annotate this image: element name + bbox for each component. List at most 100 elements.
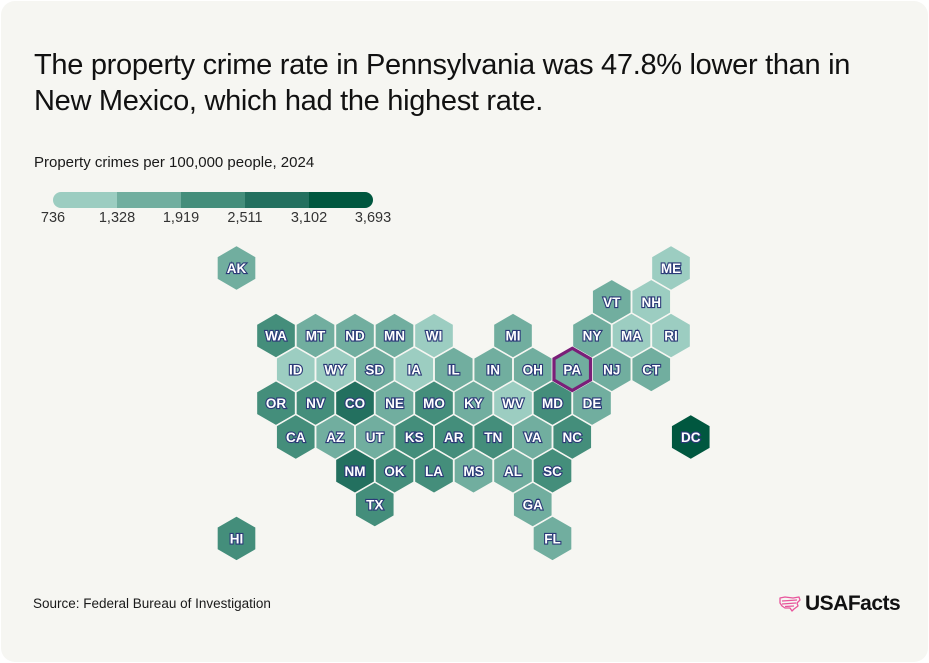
- state-label: NY: [583, 329, 602, 344]
- state-label: HI: [230, 531, 244, 546]
- chart-subtitle: Property crimes per 100,000 people, 2024: [34, 154, 315, 171]
- state-label: LA: [425, 464, 443, 479]
- state-label: IA: [408, 362, 422, 377]
- state-label: PA: [563, 362, 581, 377]
- state-label: GA: [523, 498, 544, 513]
- state-tile-wv: WV: [492, 379, 534, 427]
- state-hex: [630, 345, 672, 393]
- state-tile-mi: MI: [492, 312, 534, 360]
- state-label: WI: [426, 329, 443, 344]
- legend-bin-3: [181, 192, 245, 208]
- state-tile-ca: CA: [275, 413, 317, 461]
- state-label: MO: [423, 396, 445, 411]
- state-label: ID: [289, 362, 303, 377]
- state-hex: [532, 514, 573, 562]
- state-label: IN: [487, 362, 501, 377]
- state-label: CA: [286, 430, 306, 445]
- legend-tick-label: 2,511: [227, 210, 263, 226]
- legend-bin-5: [309, 192, 373, 208]
- state-label: MN: [384, 329, 405, 344]
- state-label: MD: [542, 396, 563, 411]
- state-label: AK: [227, 261, 247, 276]
- chart-title: The property crime rate in Pennsylvania …: [34, 49, 851, 117]
- state-tile-ak: AK: [216, 244, 257, 292]
- state-label: WV: [502, 396, 524, 411]
- state-tile-mt: MT: [295, 312, 336, 360]
- legend-bin-2: [117, 192, 181, 208]
- state-tile-me: ME: [650, 244, 692, 292]
- legend-color-bar: [53, 192, 373, 208]
- state-label: OH: [523, 362, 543, 377]
- state-tile-dc: DC: [670, 413, 712, 461]
- state-label: DC: [681, 430, 701, 445]
- state-tile-ms: MS: [453, 447, 494, 495]
- state-label: MS: [463, 464, 483, 479]
- state-tile-ct: CT: [630, 345, 672, 393]
- state-label: VT: [603, 295, 621, 310]
- state-label: MA: [621, 329, 642, 344]
- state-tile-ri: RI: [650, 312, 692, 360]
- state-tile-sc: SC: [532, 447, 573, 495]
- state-label: IL: [448, 362, 460, 377]
- state-label: MT: [306, 329, 326, 344]
- state-tile-md: MD: [532, 379, 573, 427]
- state-label: NH: [642, 295, 662, 310]
- brand-name: USAFacts: [805, 592, 901, 615]
- state-label: DE: [583, 396, 602, 411]
- state-label: AL: [504, 464, 522, 479]
- state-label: ME: [661, 261, 681, 276]
- legend-tick-label: 1,919: [162, 210, 200, 226]
- legend-tick-label: 3,693: [354, 210, 392, 226]
- state-label: NC: [563, 430, 583, 445]
- state-label: KS: [405, 430, 424, 445]
- state-label: NM: [345, 464, 366, 479]
- state-label: NE: [385, 396, 404, 411]
- state-tile-hi: HI: [216, 514, 257, 562]
- source-note: Source: Federal Bureau of Investigation: [33, 596, 271, 611]
- state-tile-la: LA: [413, 447, 455, 495]
- brand-logo: USAFacts: [779, 592, 901, 616]
- state-label: MI: [506, 329, 521, 344]
- state-hex: [354, 481, 396, 529]
- state-label: SC: [543, 464, 562, 479]
- legend-tick-label: 736: [40, 210, 66, 226]
- legend-bin-1: [53, 192, 117, 208]
- state-hex: [670, 413, 712, 461]
- state-tile-nc: NC: [551, 413, 593, 461]
- state-tile-vt: VT: [591, 278, 633, 326]
- state-tile-ok: OK: [374, 447, 415, 495]
- state-label: RI: [664, 329, 678, 344]
- state-label: CT: [642, 362, 661, 377]
- state-tile-al: AL: [492, 447, 534, 495]
- state-label: KY: [464, 396, 483, 411]
- state-tile-tx: TX: [354, 481, 396, 529]
- state-label: UT: [366, 430, 385, 445]
- state-label: WA: [265, 329, 287, 344]
- state-tile-mn: MN: [374, 312, 415, 360]
- legend-bin-4: [245, 192, 309, 208]
- state-label: SD: [365, 362, 384, 377]
- state-tile-id: ID: [275, 345, 317, 393]
- state-tile-nm: NM: [334, 447, 376, 495]
- state-label: AR: [444, 430, 464, 445]
- legend-tick-label: 3,102: [290, 210, 328, 226]
- legend-tick-label: 1,328: [98, 210, 136, 226]
- state-tile-ut: UT: [354, 413, 396, 461]
- state-tile-sd: SD: [354, 345, 396, 393]
- highlight-outline-pa: [552, 346, 593, 393]
- state-label: OR: [266, 396, 287, 411]
- state-tile-wa: WA: [255, 312, 297, 360]
- state-label: TN: [484, 430, 502, 445]
- state-label: TX: [366, 498, 383, 513]
- usa-map-flag-icon: [779, 596, 801, 612]
- state-tile-nv: NV: [295, 379, 336, 427]
- state-tile-ne: NE: [374, 379, 415, 427]
- state-hex: [216, 244, 257, 292]
- state-label: OK: [384, 464, 405, 479]
- state-label: AZ: [326, 430, 344, 445]
- state-label: CO: [345, 396, 365, 411]
- state-tile-in: IN: [472, 345, 514, 393]
- state-label: NJ: [603, 362, 620, 377]
